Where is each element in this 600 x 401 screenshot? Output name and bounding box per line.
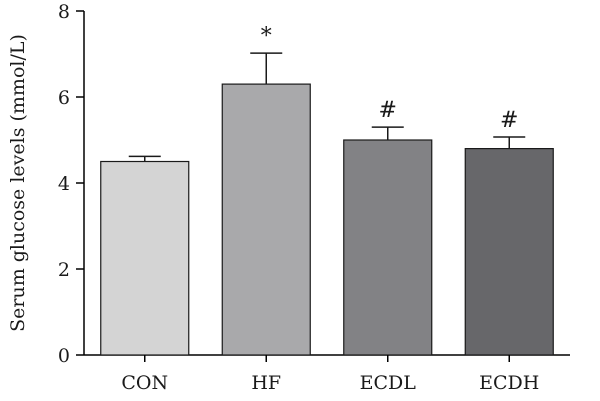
bar [221, 83, 311, 356]
bar [100, 160, 190, 356]
bar-group-ecdl: ECDL # [343, 98, 433, 394]
y-tick-label: 2 [58, 259, 70, 281]
y-tick-label: 0 [58, 345, 70, 367]
bar-group-hf: HF * [221, 24, 311, 394]
bar [464, 148, 554, 356]
significance-marker: * [261, 24, 272, 49]
bar-group-ecdh: ECDH # [464, 108, 554, 394]
bars: CON HF * ECDL # ECDH # [100, 24, 554, 394]
y-tick-label: 6 [58, 87, 70, 109]
bar [343, 139, 433, 356]
category-label: ECDL [360, 372, 417, 394]
significance-marker: # [379, 98, 397, 123]
y-tick-label: 4 [58, 173, 70, 195]
y-tick-label: 8 [58, 1, 70, 23]
category-label: CON [121, 372, 168, 394]
category-label: HF [251, 372, 281, 394]
y-axis: 0 2 4 6 8 [58, 1, 85, 367]
bar-group-con: CON [100, 155, 190, 394]
category-label: ECDH [479, 372, 539, 394]
significance-marker: # [500, 108, 518, 133]
y-axis-label: Serum glucose levels (mmol/L) [7, 34, 29, 332]
